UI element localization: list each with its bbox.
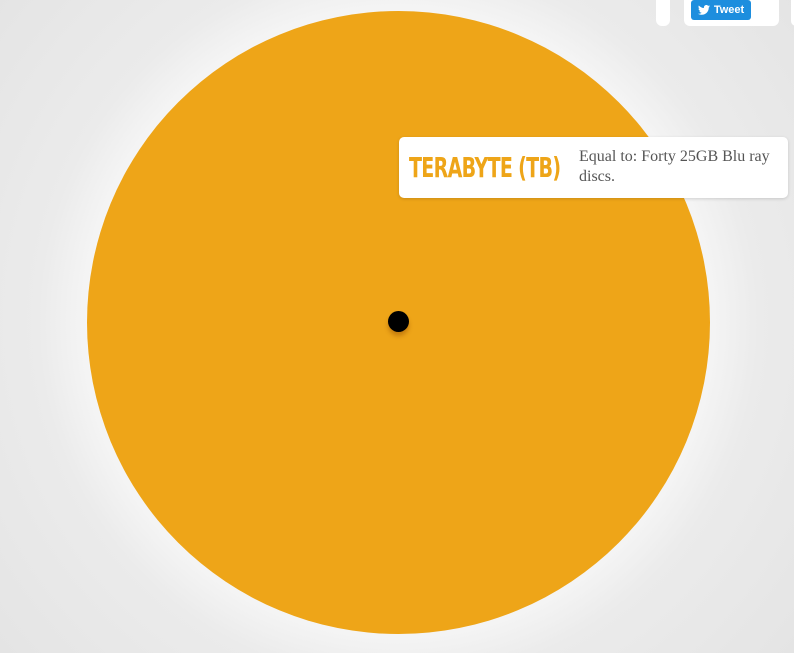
reference-dot bbox=[388, 311, 409, 332]
unit-info-card: TERABYTE (TB) Equal to: Forty 25GB Blu r… bbox=[399, 137, 788, 198]
twitter-bird-icon bbox=[697, 5, 710, 15]
unit-name: TERABYTE (TB) bbox=[409, 151, 561, 184]
tweet-label: Tweet bbox=[713, 4, 745, 16]
tweet-button[interactable]: Tweet bbox=[691, 0, 751, 20]
share-widget-right bbox=[791, 0, 794, 26]
share-widget-left bbox=[656, 0, 670, 26]
unit-description: Equal to: Forty 25GB Blu ray discs. bbox=[579, 148, 770, 185]
